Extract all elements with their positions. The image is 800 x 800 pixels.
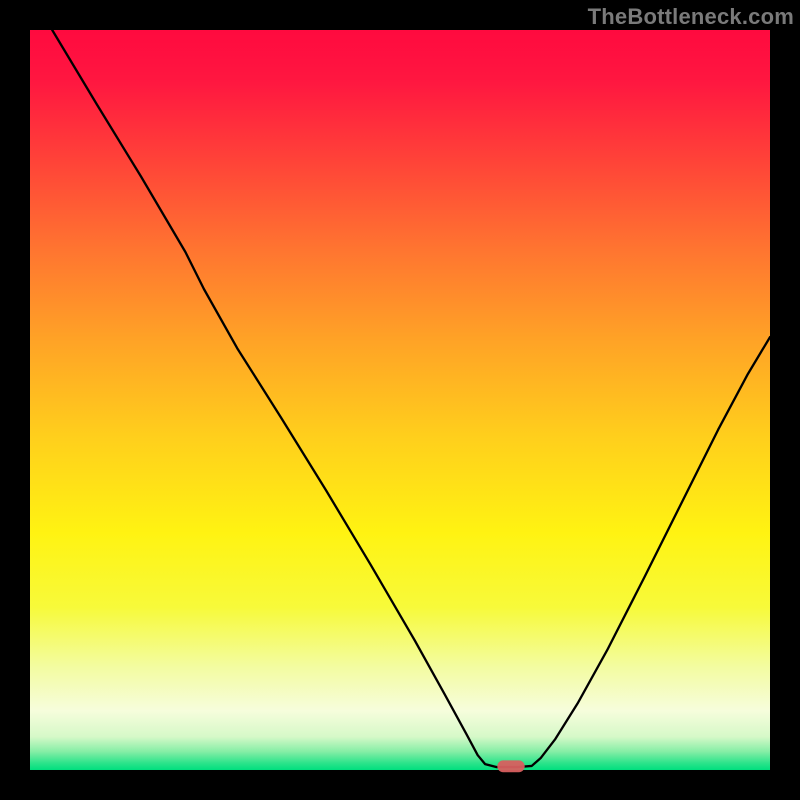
bottleneck-chart bbox=[0, 0, 800, 800]
watermark-text: TheBottleneck.com bbox=[588, 4, 794, 30]
optimal-marker bbox=[497, 760, 524, 772]
gradient-background bbox=[30, 30, 770, 770]
chart-container: TheBottleneck.com bbox=[0, 0, 800, 800]
